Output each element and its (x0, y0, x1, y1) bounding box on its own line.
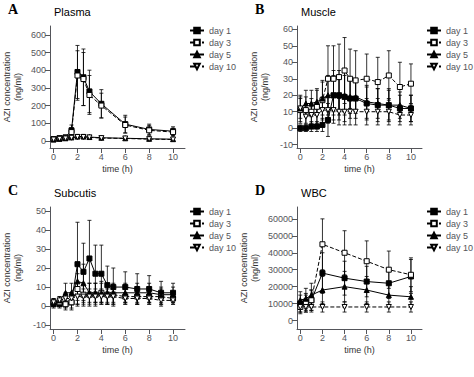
svg-text:0: 0 (51, 152, 56, 162)
svg-text:400: 400 (31, 65, 46, 75)
svg-text:500: 500 (31, 48, 46, 58)
svg-text:8: 8 (147, 152, 152, 162)
svg-text:day 5: day 5 (446, 231, 468, 241)
svg-text:D: D (255, 183, 265, 198)
svg-text:day 5: day 5 (446, 50, 468, 60)
svg-text:600: 600 (31, 30, 46, 40)
svg-text:day 10: day 10 (209, 62, 236, 72)
svg-text:A: A (8, 2, 19, 17)
svg-text:50: 50 (36, 206, 46, 216)
svg-text:0: 0 (51, 333, 56, 343)
svg-text:Plasma: Plasma (54, 6, 92, 18)
svg-text:WBC: WBC (301, 187, 327, 199)
svg-text:AZI concentration: AZI concentration (2, 52, 12, 123)
svg-text:10: 10 (406, 333, 416, 343)
svg-text:30000: 30000 (268, 265, 293, 275)
svg-text:time (h): time (h) (102, 345, 133, 355)
svg-text:0: 0 (288, 123, 293, 133)
svg-text:4: 4 (342, 152, 347, 162)
svg-text:10000: 10000 (268, 299, 293, 309)
svg-text:day 10: day 10 (446, 243, 473, 253)
svg-text:30: 30 (283, 74, 293, 84)
svg-text:6: 6 (364, 152, 369, 162)
svg-text:4: 4 (342, 333, 347, 343)
svg-text:20000: 20000 (268, 282, 293, 292)
svg-text:day 3: day 3 (446, 219, 468, 229)
svg-text:300: 300 (31, 83, 46, 93)
svg-text:8: 8 (386, 333, 391, 343)
svg-text:Muscle: Muscle (301, 6, 336, 18)
svg-text:time (h): time (h) (102, 164, 133, 174)
svg-text:day 5: day 5 (209, 50, 231, 60)
svg-text:day 1: day 1 (209, 207, 231, 217)
svg-text:AZI concentration: AZI concentration (2, 233, 12, 304)
svg-text:0: 0 (298, 152, 303, 162)
svg-text:day 3: day 3 (446, 38, 468, 48)
svg-text:day 3: day 3 (209, 219, 231, 229)
svg-text:50: 50 (283, 41, 293, 51)
svg-text:2: 2 (75, 333, 80, 343)
svg-text:(ng/ml): (ng/ml) (260, 73, 270, 101)
svg-text:-10: -10 (280, 140, 293, 150)
svg-text:0: 0 (41, 136, 46, 146)
svg-text:time (h): time (h) (344, 345, 375, 355)
svg-text:0: 0 (288, 316, 293, 326)
svg-text:50000: 50000 (268, 231, 293, 241)
svg-text:4: 4 (99, 152, 104, 162)
svg-text:AZI concentration: AZI concentration (239, 233, 249, 304)
svg-text:day 10: day 10 (209, 243, 236, 253)
svg-text:-10: -10 (33, 320, 46, 330)
svg-text:(ng/ml): (ng/ml) (13, 254, 23, 282)
svg-text:6: 6 (123, 152, 128, 162)
svg-text:(ng/ml): (ng/ml) (250, 254, 260, 282)
svg-text:10: 10 (406, 152, 416, 162)
svg-text:20: 20 (36, 263, 46, 273)
svg-text:6: 6 (123, 333, 128, 343)
svg-text:4: 4 (99, 333, 104, 343)
svg-text:200: 200 (31, 101, 46, 111)
svg-text:time (h): time (h) (344, 164, 375, 174)
svg-text:10: 10 (283, 107, 293, 117)
svg-text:0: 0 (298, 333, 303, 343)
svg-text:2: 2 (75, 152, 80, 162)
svg-text:40: 40 (36, 225, 46, 235)
svg-text:Subcutis: Subcutis (54, 187, 97, 199)
svg-text:10: 10 (168, 152, 178, 162)
svg-text:day 1: day 1 (209, 26, 231, 36)
svg-text:C: C (8, 183, 18, 198)
svg-text:40: 40 (283, 57, 293, 67)
svg-text:(ng/ml): (ng/ml) (13, 73, 23, 101)
svg-text:40000: 40000 (268, 248, 293, 258)
svg-text:20: 20 (283, 90, 293, 100)
svg-text:10: 10 (168, 333, 178, 343)
svg-text:60: 60 (283, 24, 293, 34)
svg-text:0: 0 (41, 301, 46, 311)
svg-text:day 1: day 1 (446, 26, 468, 36)
svg-text:60000: 60000 (268, 214, 293, 224)
svg-text:day 1: day 1 (446, 207, 468, 217)
svg-text:100: 100 (31, 118, 46, 128)
svg-text:2: 2 (320, 333, 325, 343)
svg-text:10: 10 (36, 282, 46, 292)
svg-text:day 3: day 3 (209, 38, 231, 48)
svg-text:day 10: day 10 (446, 62, 473, 72)
svg-text:30: 30 (36, 244, 46, 254)
svg-text:AZI concentration: AZI concentration (249, 52, 259, 123)
svg-text:B: B (255, 2, 264, 17)
svg-text:6: 6 (364, 333, 369, 343)
svg-text:day 5: day 5 (209, 231, 231, 241)
svg-text:8: 8 (147, 333, 152, 343)
svg-text:2: 2 (320, 152, 325, 162)
svg-text:8: 8 (386, 152, 391, 162)
